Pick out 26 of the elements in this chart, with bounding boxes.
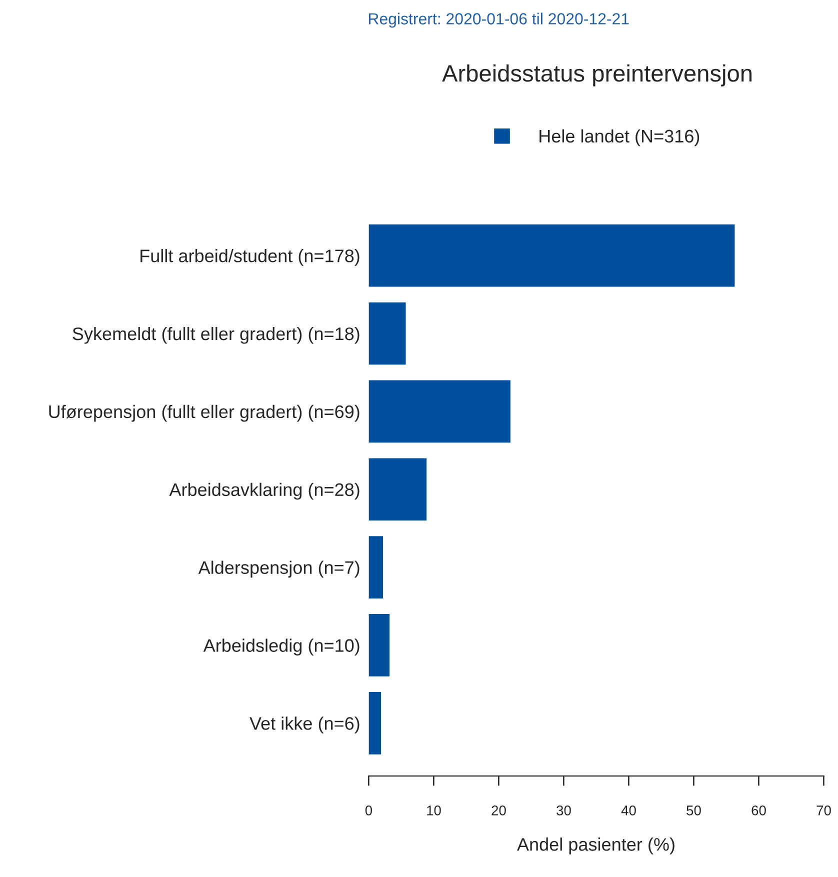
bar (368, 458, 427, 521)
y-tick-label: Vet ikke (n=6) (250, 716, 360, 734)
x-tick-label: 30 (556, 806, 571, 816)
x-tick-label: 0 (365, 806, 372, 816)
x-tick-label: 60 (752, 806, 766, 816)
y-tick-label: Arbeidsledig (n=10) (203, 638, 360, 656)
x-tick-label: 70 (816, 806, 831, 816)
y-tick-label: Sykemeldt (fullt eller gradert) (n=18) (72, 326, 360, 344)
x-tick-label: 50 (686, 806, 701, 816)
bar (368, 614, 390, 676)
bar (368, 692, 382, 754)
bar (368, 380, 510, 443)
y-tick-label: Alderspensjon (n=7) (198, 560, 360, 578)
x-axis-title: Andel pasienter (%) (516, 838, 674, 854)
bar (368, 302, 406, 365)
legend-label: Hele landet (N=316) (540, 129, 700, 146)
x-tick-label: 20 (492, 806, 506, 816)
y-tick-label: Arbeidsavklaring (n=28) (169, 482, 360, 500)
y-tick-label: Uførepensjon (fullt eller gradert) (n=69) (49, 404, 360, 422)
bar (368, 224, 735, 287)
y-tick-label: Fullt arbeid/student (n=178) (140, 249, 360, 266)
bar (368, 536, 384, 598)
chart-title: Arbeidsstatus preintervensjon (442, 64, 752, 86)
x-tick-label: 40 (621, 806, 636, 816)
x-tick-label: 10 (427, 806, 441, 816)
chart-subtitle: Registrert: 2020-01-06 til 2020-12-21 (368, 12, 629, 28)
